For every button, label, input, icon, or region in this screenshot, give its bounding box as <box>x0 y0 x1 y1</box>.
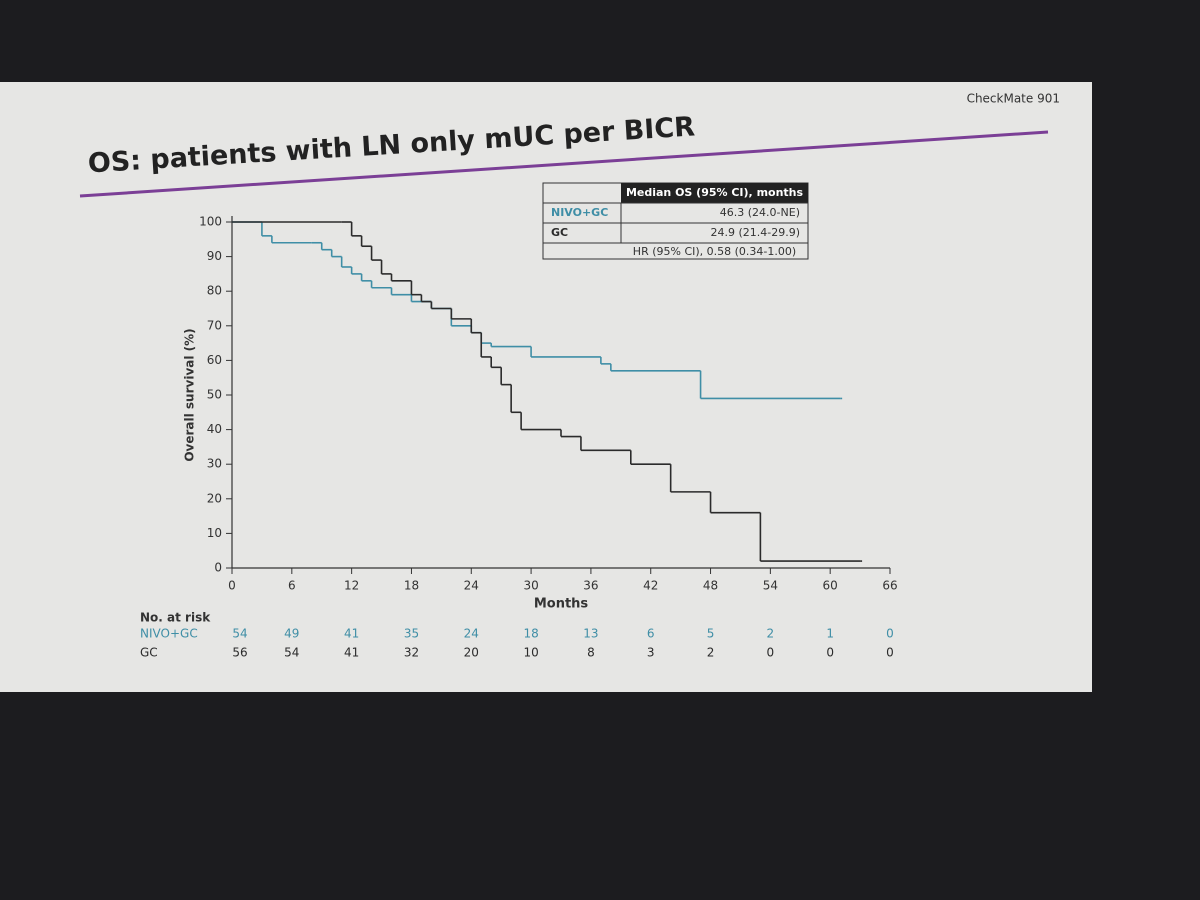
x-tick-label: 0 <box>228 579 236 593</box>
y-tick-label: 90 <box>207 249 222 263</box>
risk-value: 20 <box>464 646 479 660</box>
y-tick-label: 30 <box>207 457 222 471</box>
slide <box>0 82 1092 692</box>
risk-value: 32 <box>404 646 419 660</box>
risk-value: 5 <box>707 627 715 641</box>
risk-value: 35 <box>404 627 419 641</box>
x-tick-label: 24 <box>464 579 479 593</box>
risk-value: 0 <box>767 646 775 660</box>
header: CheckMate 901 <box>967 92 1060 106</box>
risk-label: No. at risk <box>140 611 211 625</box>
y-tick-label: 70 <box>207 318 222 332</box>
risk-value: 54 <box>232 627 247 641</box>
y-axis-label: Overall survival (%) <box>183 328 197 461</box>
median-row-value: 24.9 (21.4-29.9) <box>710 226 800 239</box>
risk-value: 2 <box>707 646 715 660</box>
median-table-header-bg <box>621 183 808 203</box>
risk-value: 13 <box>583 627 598 641</box>
risk-row-name: GC <box>140 646 158 660</box>
title-rule <box>79 130 1049 198</box>
x-tick-label: 48 <box>703 579 718 593</box>
x-tick-label: 18 <box>404 579 419 593</box>
x-tick-label: 36 <box>583 579 598 593</box>
risk-value: 0 <box>886 627 894 641</box>
y-tick-label: 40 <box>207 422 222 436</box>
risk-value: 18 <box>523 627 538 641</box>
x-axis-label: Months <box>534 597 589 612</box>
risk-value: 2 <box>767 627 775 641</box>
risk-value: 8 <box>587 646 595 660</box>
risk-value: 41 <box>344 627 359 641</box>
y-tick-label: 60 <box>207 353 222 367</box>
risk-value: 54 <box>284 646 299 660</box>
x-tick-label: 54 <box>763 579 778 593</box>
x-tick-label: 42 <box>643 579 658 593</box>
x-tick-label: 66 <box>882 579 897 593</box>
risk-value: 24 <box>464 627 479 641</box>
y-tick-label: 100 <box>199 215 222 229</box>
median-footnote: HR (95% CI), 0.58 (0.34-1.00) <box>633 245 796 258</box>
median-row-label: NIVO+GC <box>551 206 608 219</box>
risk-value: 1 <box>826 627 834 641</box>
x-tick-label: 30 <box>523 579 538 593</box>
risk-row-name: NIVO+GC <box>140 627 198 641</box>
risk-value: 41 <box>344 646 359 660</box>
x-tick-label: 60 <box>823 579 838 593</box>
y-tick-label: 50 <box>207 388 222 402</box>
median-table-header: Median OS (95% CI), months <box>626 186 804 199</box>
risk-value: 0 <box>826 646 834 660</box>
risk-value: 56 <box>232 646 247 660</box>
risk-value: 6 <box>647 627 655 641</box>
median-row-value: 46.3 (24.0-NE) <box>720 206 800 219</box>
x-tick-label: 6 <box>288 579 296 593</box>
median-row-label: GC <box>551 226 568 239</box>
risk-value: 49 <box>284 627 299 641</box>
y-tick-label: 0 <box>214 561 222 575</box>
x-tick-label: 12 <box>344 579 359 593</box>
y-tick-label: 20 <box>207 491 222 505</box>
risk-value: 3 <box>647 646 655 660</box>
risk-value: 10 <box>523 646 538 660</box>
y-tick-label: 10 <box>207 526 222 540</box>
y-tick-label: 80 <box>207 284 222 298</box>
risk-value: 0 <box>886 646 894 660</box>
